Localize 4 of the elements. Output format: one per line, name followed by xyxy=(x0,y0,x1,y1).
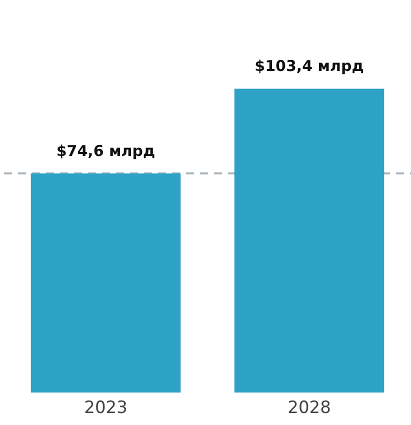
data-label: $103,4 млрд xyxy=(254,57,364,76)
x-tick-label: 2023 xyxy=(84,398,128,418)
x-tick-label: 2028 xyxy=(288,398,331,418)
data-label: $74,6 млрд xyxy=(56,142,156,160)
